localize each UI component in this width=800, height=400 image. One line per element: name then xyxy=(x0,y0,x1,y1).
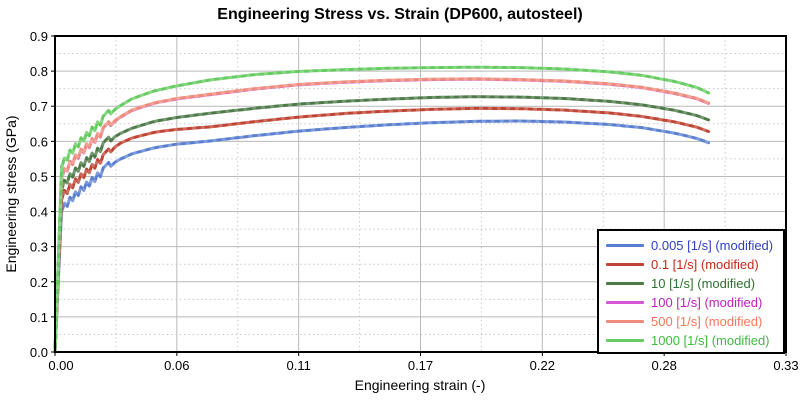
series-curve[interactable] xyxy=(53,119,710,354)
series-curve-texture xyxy=(53,106,710,353)
x-tick-label: 0.17 xyxy=(408,358,433,373)
series-curve-texture xyxy=(53,119,710,353)
legend-line-sample xyxy=(606,244,644,247)
chart-title: Engineering Stress vs. Strain (DP600, au… xyxy=(217,6,583,23)
legend-label: 500 [1/s] (modified) xyxy=(651,314,763,329)
legend-entry[interactable]: 100 [1/s] (modified) xyxy=(606,293,783,312)
legend-label: 0.1 [1/s] (modified) xyxy=(651,257,759,272)
x-tick-label: 0.11 xyxy=(286,358,310,373)
legend-entry[interactable]: 0.005 [1/s] (modified) xyxy=(606,236,783,255)
y-tick-label: 0.0 xyxy=(30,345,48,360)
legend-label: 10 [1/s] (modified) xyxy=(651,276,756,291)
x-axis-label: Engineering strain (-) xyxy=(354,377,486,393)
legend-line-sample xyxy=(606,282,644,285)
x-tick-label: 0.00 xyxy=(48,358,73,373)
legend-entry[interactable]: 0.1 [1/s] (modified) xyxy=(606,255,783,274)
y-tick-label: 0.1 xyxy=(30,310,48,325)
legend-label: 100 [1/s] (modified) xyxy=(651,295,763,310)
y-tick-label: 0.2 xyxy=(30,275,48,290)
legend-entry[interactable]: 500 [1/s] (modified) xyxy=(606,312,783,331)
x-tick-label: 0.06 xyxy=(164,358,189,373)
y-tick-label: 0.8 xyxy=(30,64,48,79)
legend-line-sample xyxy=(606,339,644,342)
y-axis-label: Engineering stress (GPa) xyxy=(3,115,19,273)
series-curve[interactable] xyxy=(53,65,710,354)
legend-label: 0.005 [1/s] (modified) xyxy=(651,238,774,253)
tick-layer: 0.00 0.06 0.11 0.17 0.22 0.28 0.33 0.0 0.1 0.2 0.3… xyxy=(30,29,799,373)
legend-line-sample xyxy=(606,320,644,323)
series-curve-texture xyxy=(53,95,710,353)
legend-line-sample xyxy=(606,263,644,266)
y-tick-label: 0.4 xyxy=(30,205,48,220)
y-tick-label: 0.6 xyxy=(30,134,48,149)
x-tick-label: 0.33 xyxy=(773,358,798,373)
y-tick-label: 0.9 xyxy=(30,29,48,44)
curve-layer xyxy=(53,65,710,354)
series-curve-texture xyxy=(53,77,710,353)
x-tick-label: 0.22 xyxy=(530,358,555,373)
legend-line-sample xyxy=(606,301,644,304)
y-tick-label: 0.5 xyxy=(30,169,48,184)
y-tick-label: 0.3 xyxy=(30,240,48,255)
legend-entry[interactable]: 10 [1/s] (modified) xyxy=(606,274,783,293)
legend: 0.005 [1/s] (modified) 0.1 [1/s] (modifie… xyxy=(597,229,785,354)
series-curve[interactable] xyxy=(53,77,710,354)
series-curve[interactable] xyxy=(53,106,710,354)
legend-entry[interactable]: 1000 [1/s] (modified) xyxy=(606,331,783,350)
series-curve[interactable] xyxy=(53,95,710,354)
legend-label: 1000 [1/s] (modified) xyxy=(651,333,770,348)
x-tick-label: 0.28 xyxy=(652,358,677,373)
y-tick-label: 0.7 xyxy=(30,99,48,114)
